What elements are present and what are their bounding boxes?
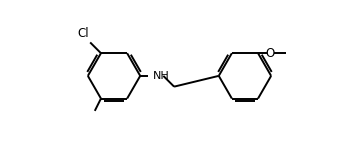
Text: Cl: Cl [78, 27, 89, 40]
Text: NH: NH [153, 71, 170, 81]
Text: O: O [266, 47, 275, 60]
